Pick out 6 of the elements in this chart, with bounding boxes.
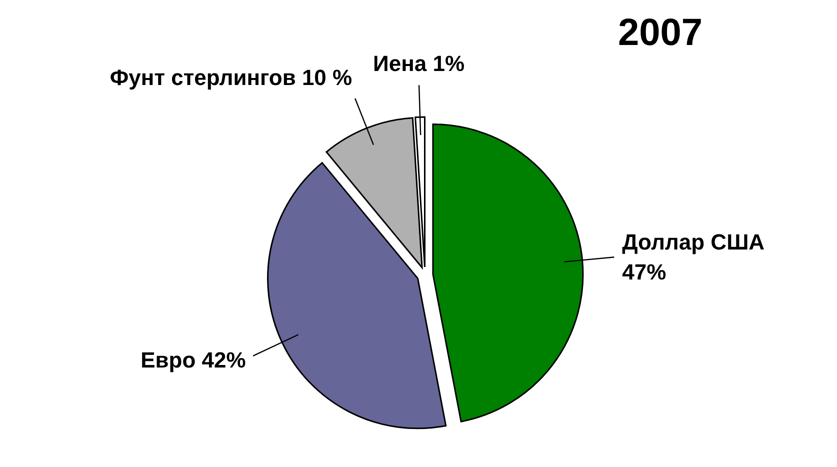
- data-label: 47%: [622, 259, 666, 284]
- slice-label: Евро 42%: [140, 347, 246, 372]
- chart-title: 2007: [618, 12, 703, 55]
- slice-label: Иена 1%: [373, 51, 465, 76]
- slice-label: Фунт стерлингов 10 %: [110, 64, 352, 90]
- slice-label: Доллар США: [622, 229, 765, 254]
